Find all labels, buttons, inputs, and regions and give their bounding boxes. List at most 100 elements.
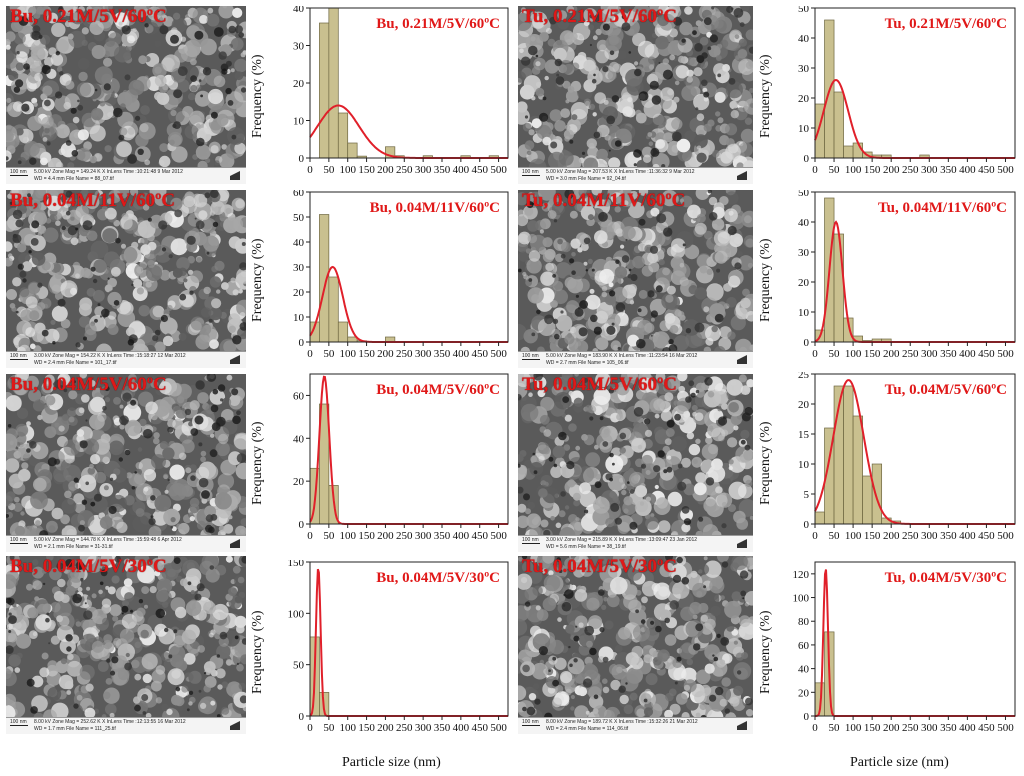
- x-tick-label: 250: [902, 722, 919, 734]
- x-tick-label: 500: [997, 530, 1014, 542]
- y-tick-label: 80: [798, 616, 810, 628]
- x-tick-label: 400: [959, 164, 976, 176]
- x-tick-label: 250: [396, 722, 413, 734]
- sem-info-line1: 8.00 kV Zone Mag = 189.72 K X InLens Tim…: [546, 719, 698, 725]
- zeiss-logo-icon: [737, 355, 747, 364]
- sem-micrograph-texture: [6, 6, 246, 168]
- x-tick-label: 350: [434, 722, 451, 734]
- histogram-bar: [319, 22, 330, 159]
- y-axis-label: Frequency (%): [758, 238, 773, 322]
- histogram-chart: 0 50 100 150 200 250 300 350 400 450 500 0 10 20 30 40 B…: [286, 3, 510, 176]
- chart-title: Bu, 0.21M/5V/60ºC: [376, 16, 500, 32]
- x-tick-label: 450: [978, 722, 995, 734]
- y-tick-label: 30: [798, 63, 810, 75]
- sem-micrograph-texture: [6, 374, 246, 536]
- sem-info-line1: 3.00 kV Zone Mag = 215.89 K X InLens Tim…: [546, 537, 698, 543]
- x-tick-label: 250: [396, 530, 413, 542]
- chart-title: Tu, 0.04M/5V/30ºC: [884, 570, 1007, 586]
- y-tick-label: 0: [804, 337, 810, 349]
- x-tick-label: 250: [902, 164, 919, 176]
- x-tick-label: 250: [902, 348, 919, 360]
- sem-info-bar: 100 nm 5.00 kV Zone Mag = 144.78 K X InLe…: [6, 535, 246, 552]
- x-tick-label: 200: [883, 164, 900, 176]
- scale-bar: [522, 175, 540, 176]
- x-tick-label: 150: [864, 164, 881, 176]
- sem-info-line1: 5.00 kV Zone Mag = 144.78 K X InLens Tim…: [34, 537, 182, 543]
- chart-title: Bu, 0.04M/5V/60ºC: [376, 382, 500, 398]
- histogram-bar: [852, 415, 863, 525]
- sem-image-label: Tu, 0.04M/11V/60ºC: [522, 190, 686, 211]
- y-axis-label: Frequency (%): [758, 610, 773, 694]
- y-tick-label: 20: [293, 476, 305, 488]
- x-tick-label: 0: [307, 348, 313, 360]
- x-tick-label: 250: [396, 164, 413, 176]
- histogram-bar: [347, 142, 358, 159]
- x-tick-label: 200: [883, 530, 900, 542]
- x-tick-label: 150: [358, 164, 375, 176]
- y-axis-label: Frequency (%): [250, 421, 265, 505]
- histogram-chart: 0 50 100 150 200 250 300 350 400 450 500 0 10 20 30 40 5…: [791, 3, 1017, 176]
- sem-image: Tu, 0.04M/5V/30ºC 100 nm 8.00 kV Zone Mag …: [518, 556, 753, 734]
- sem-image-label: Bu, 0.04M/11V/60ºC: [10, 190, 176, 211]
- x-tick-label: 50: [323, 530, 335, 542]
- y-tick-label: 50: [798, 6, 810, 15]
- x-tick-label: 200: [377, 530, 394, 542]
- x-tick-label: 0: [812, 722, 818, 734]
- sem-image: Tu, 0.04M/5V/60ºC 100 nm 3.00 kV Zone Mag …: [518, 374, 753, 552]
- histogram-bar: [843, 385, 854, 525]
- histogram-svg: 0 50 100 150 200 250 300 350 400 450 500 0 10 20 30 40 5…: [798, 3, 1016, 176]
- plot-frame: [309, 373, 509, 525]
- x-tick-label: 300: [921, 164, 938, 176]
- y-tick-label: 40: [798, 33, 810, 45]
- sem-image: Tu, 0.04M/11V/60ºC 100 nm 5.00 kV Zone Mag…: [518, 190, 753, 368]
- x-tick-label: 50: [323, 348, 335, 360]
- y-tick-label: 20: [293, 287, 305, 299]
- y-tick-label: 25: [798, 372, 810, 381]
- chart-title: Tu, 0.21M/5V/60ºC: [884, 16, 1007, 32]
- gaussian-fit-line: [815, 569, 1015, 717]
- x-tick-label: 150: [358, 722, 375, 734]
- x-tick-label: 350: [940, 722, 957, 734]
- sem-image-label: Tu, 0.21M/5V/60ºC: [522, 6, 677, 27]
- x-tick-label: 400: [959, 530, 976, 542]
- scale-bar-label: 100 nm: [522, 719, 539, 725]
- y-tick-label: 60: [798, 640, 810, 652]
- sem-info-line2: WD = 2.1 mm File Name = 31-31.tif: [34, 544, 113, 550]
- scale-bar: [522, 359, 540, 360]
- sem-image-label: Bu, 0.21M/5V/60ºC: [10, 6, 167, 27]
- zeiss-logo-icon: [737, 171, 747, 180]
- x-tick-label: 350: [940, 530, 957, 542]
- histogram-bar: [814, 511, 825, 525]
- y-tick-label: 10: [798, 123, 810, 135]
- sem-info-bar: 100 nm 3.00 kV Zone Mag = 215.89 K X InLe…: [518, 535, 753, 552]
- histogram-svg: 0 50 100 150 200 250 300 350 400 450 500 0 10 20 30 40 5…: [798, 187, 1016, 360]
- plot-frame: [814, 191, 1016, 343]
- y-tick-label: 40: [293, 6, 305, 15]
- x-tick-label: 450: [978, 348, 995, 360]
- histogram-svg: 0 50 100 150 200 250 300 350 400 450 500 0 10 20 30 40: [293, 3, 509, 176]
- x-tick-label: 0: [812, 530, 818, 542]
- x-tick-label: 200: [883, 348, 900, 360]
- x-tick-label: 450: [471, 722, 488, 734]
- x-tick-label: 500: [997, 164, 1014, 176]
- sem-image-label: Tu, 0.04M/5V/60ºC: [522, 374, 677, 395]
- x-tick-label: 450: [471, 348, 488, 360]
- sem-info-line1: 5.00 kV Zone Mag = 207.53 K X InLens Tim…: [546, 169, 695, 175]
- histogram-chart: 0 50 100 150 200 250 300 350 400 450 500 0 10 20 30 40 5…: [286, 187, 510, 360]
- scale-bar-label: 100 nm: [522, 169, 539, 175]
- zeiss-logo-icon: [737, 721, 747, 730]
- histogram-bar: [328, 276, 339, 343]
- sem-info-line1: 3.00 kV Zone Mag = 154.22 K X InLens Tim…: [34, 353, 186, 359]
- x-tick-label: 400: [959, 722, 976, 734]
- sem-info-line1: 8.00 kV Zone Mag = 252.62 K X InLens Tim…: [34, 719, 186, 725]
- x-tick-label: 400: [453, 530, 470, 542]
- x-tick-label: 300: [921, 722, 938, 734]
- x-tick-label: 500: [997, 722, 1014, 734]
- scale-bar: [10, 725, 28, 726]
- y-tick-label: 50: [293, 212, 305, 224]
- y-tick-label: 10: [293, 116, 305, 128]
- histogram-bar: [871, 463, 883, 525]
- sem-info-line2: WD = 2.7 mm File Name = 105_06.tif: [546, 360, 629, 366]
- y-tick-label: 100: [793, 593, 810, 605]
- y-tick-label: 20: [798, 399, 810, 411]
